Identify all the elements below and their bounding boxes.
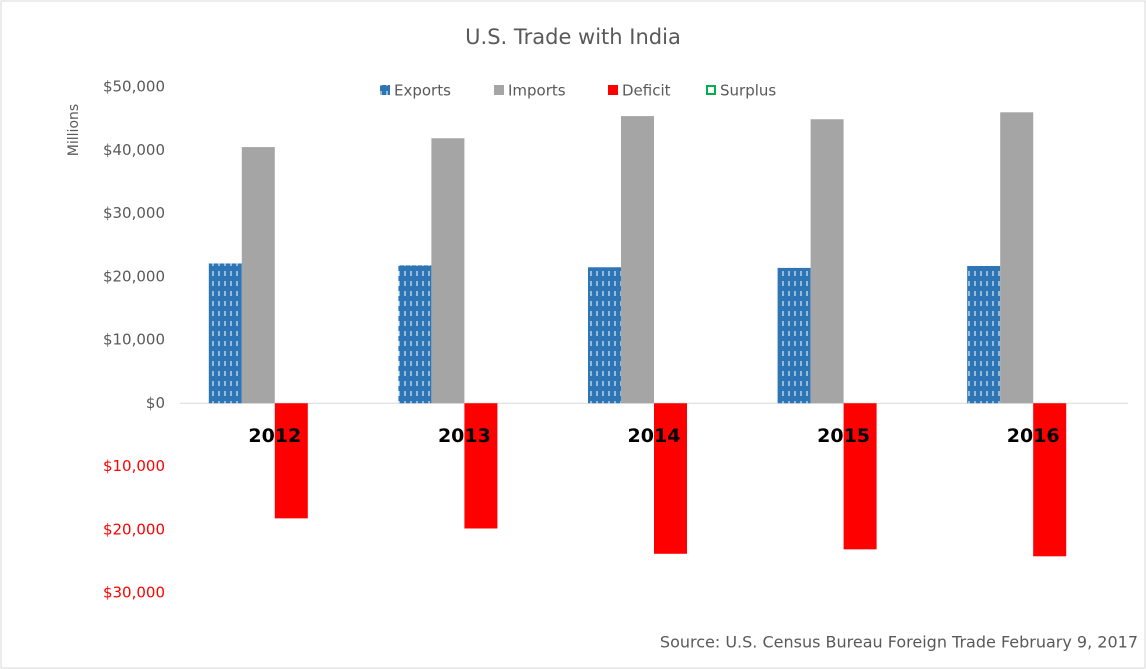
bar: [208, 263, 242, 404]
x-tick-label: 2013: [438, 425, 491, 447]
x-tick-label: 2016: [1007, 425, 1060, 447]
bar: [967, 265, 1001, 404]
bar: [1033, 403, 1067, 557]
y-tick-label: $30,000: [103, 584, 165, 602]
bar: [588, 267, 621, 404]
y-tick-label: $50,000: [103, 78, 165, 96]
source-note: Source: U.S. Census Bureau Foreign Trade…: [660, 633, 1138, 652]
bar: [810, 119, 844, 404]
legend-marker: [706, 85, 716, 95]
x-tick-label: 2012: [248, 425, 301, 447]
y-tick-label: $0: [146, 394, 165, 412]
bar: [241, 147, 275, 404]
y-tick-label: $20,000: [103, 520, 165, 538]
bar: [431, 138, 465, 404]
bar: [621, 116, 654, 404]
bar: [464, 403, 498, 529]
x-tick-label: 2015: [817, 425, 870, 447]
y-tick-label: $10,000: [103, 457, 165, 475]
legend-label: Exports: [394, 82, 451, 100]
bar: [843, 403, 877, 550]
y-tick-label: $10,000: [103, 331, 165, 349]
legend-marker: [380, 85, 390, 95]
legend-label: Deficit: [622, 82, 671, 100]
bar: [777, 267, 811, 404]
legend-marker: [494, 85, 504, 95]
y-axis-label: Millions: [66, 104, 82, 156]
y-tick-label: $40,000: [103, 141, 165, 159]
bar: [274, 403, 308, 519]
bar: [1000, 112, 1034, 404]
chart-title: U.S. Trade with India: [465, 25, 681, 49]
bar: [654, 403, 687, 554]
legend-marker: [608, 85, 618, 95]
y-tick-label: $30,000: [103, 204, 165, 222]
y-tick-label: $20,000: [103, 267, 165, 285]
bar: [398, 265, 432, 404]
x-tick-label: 2014: [628, 425, 681, 447]
legend-label: Imports: [508, 82, 566, 100]
legend-label: Surplus: [720, 82, 776, 100]
